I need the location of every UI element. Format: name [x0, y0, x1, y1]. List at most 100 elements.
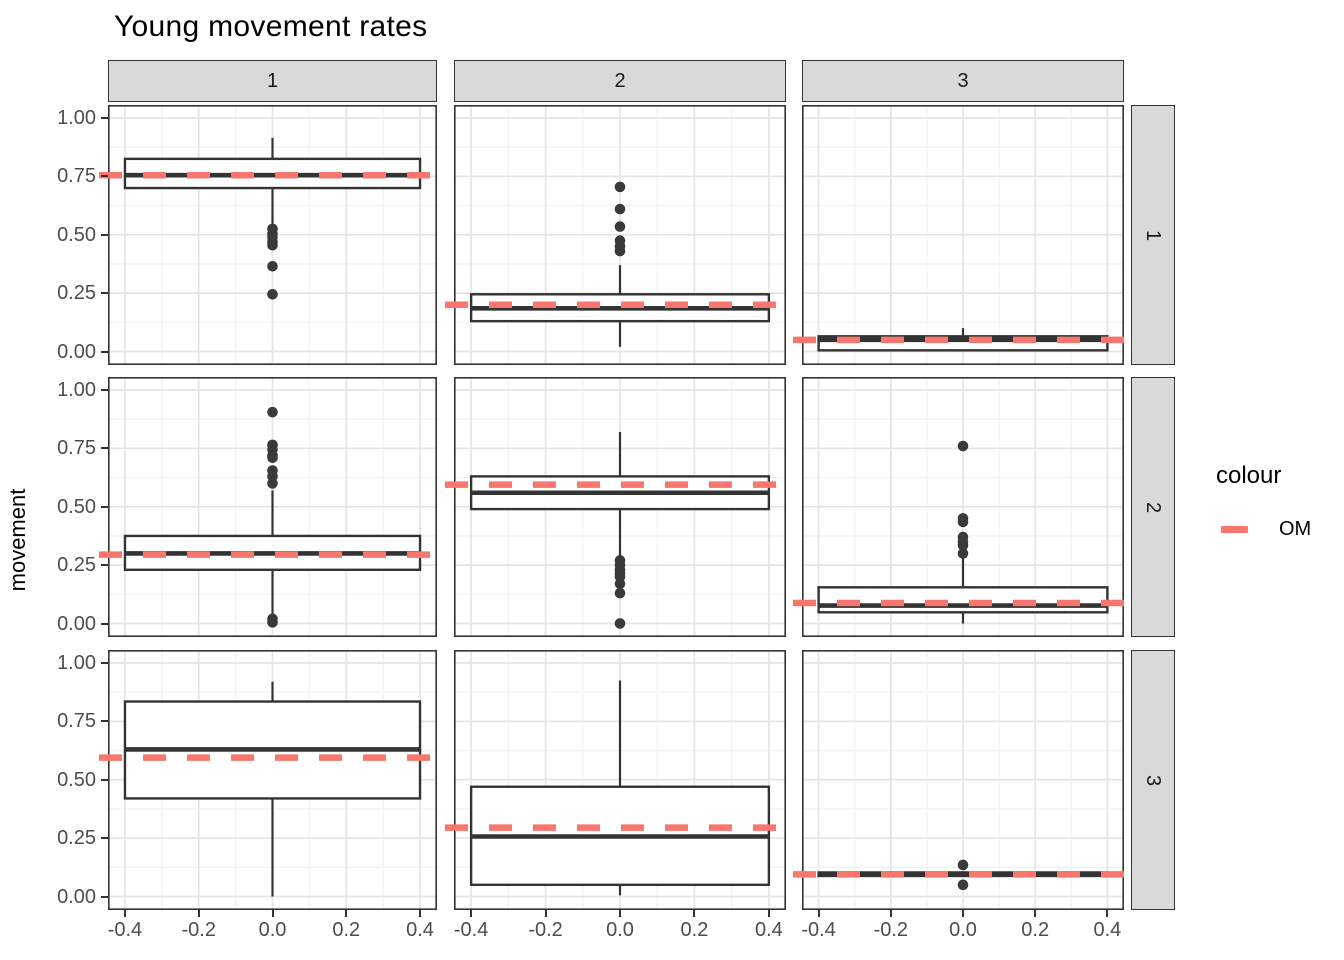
y-tick-mark — [101, 233, 108, 236]
x-tick-mark — [817, 910, 820, 917]
facet-col-strip-3: 3 — [802, 60, 1124, 102]
x-tick-mark — [1106, 910, 1109, 917]
facet-col-strip-2: 2 — [454, 60, 786, 102]
boxplot-svg-r2-c1 — [99, 377, 446, 637]
x-tick-label: -0.2 — [873, 919, 909, 941]
y-tick-mark — [101, 292, 108, 295]
y-tick-label: 0.25 — [57, 282, 96, 305]
outlier-point — [267, 478, 278, 489]
y-tick-label: 0.25 — [57, 554, 96, 577]
y-tick-mark — [101, 720, 108, 723]
outlier-point — [614, 221, 626, 232]
x-tick-mark — [419, 910, 422, 917]
x-tick-label: 0.2 — [332, 919, 361, 941]
x-tick-mark — [197, 910, 200, 917]
y-tick-mark — [101, 117, 108, 119]
x-tick-mark — [962, 910, 964, 917]
outlier-point — [614, 245, 626, 257]
boxplot-svg-r3-c3 — [793, 650, 1133, 910]
x-tick-mark — [123, 910, 126, 917]
outlier-point — [614, 587, 626, 599]
y-tick-mark — [101, 895, 108, 898]
facet-panel-r3-c2 — [445, 650, 795, 910]
y-tick-label: 0.00 — [57, 885, 96, 908]
y-tick-label: 1.00 — [57, 652, 96, 674]
outlier-point — [957, 859, 969, 871]
y-tick-mark — [101, 447, 108, 450]
y-tick-label: 1.00 — [57, 379, 96, 401]
facet-panel-r2-c1 — [99, 377, 446, 637]
y-tick-mark — [101, 837, 108, 840]
y-tick-mark — [101, 505, 108, 508]
y-tick-mark — [101, 389, 108, 391]
boxplot-svg-r2-c3 — [793, 377, 1133, 637]
x-tick-label: 0.4 — [406, 919, 434, 941]
boxplot-svg-r3-c1 — [99, 650, 446, 910]
x-tick-mark — [619, 910, 621, 917]
x-tick-label: 0.0 — [606, 919, 634, 941]
x-tick-label: 0.4 — [754, 919, 783, 941]
x-tick-label: 0.4 — [1093, 919, 1122, 941]
y-tick-label: 0.75 — [57, 437, 96, 460]
outlier-point — [267, 452, 278, 464]
x-tick-label: -0.4 — [801, 919, 836, 941]
x-tick-label: -0.2 — [181, 919, 216, 941]
x-tick-mark — [1034, 910, 1037, 917]
outlier-point — [957, 548, 969, 559]
facet-panel-r1-c3 — [793, 105, 1133, 365]
x-tick-label: -0.4 — [453, 919, 489, 941]
x-tick-label: 0.2 — [1021, 919, 1050, 941]
y-tick-label: 0.50 — [57, 495, 96, 518]
x-tick-mark — [544, 910, 547, 917]
y-axis-title: movement — [5, 488, 30, 592]
outlier-point — [957, 516, 969, 528]
outlier-point — [614, 578, 626, 590]
legend: colour OM — [1216, 462, 1311, 541]
x-tick-mark — [693, 910, 696, 917]
outlier-point — [957, 539, 969, 551]
x-tick-label: 0.2 — [680, 919, 709, 941]
y-tick-label: 0.50 — [57, 223, 96, 246]
legend-entry-om: OM — [1216, 518, 1311, 541]
boxplot-svg-r1-c1 — [99, 105, 446, 365]
boxplot-svg-r1-c3 — [793, 105, 1133, 365]
outlier-point — [614, 181, 626, 193]
om-dash-swatch — [1221, 526, 1248, 533]
facet-panel-r2-c3 — [793, 377, 1133, 637]
legend-title: colour — [1216, 462, 1282, 489]
facet-col-strip-1: 1 — [108, 60, 437, 102]
x-tick-mark — [271, 910, 274, 917]
x-tick-label: -0.4 — [107, 919, 143, 941]
facet-row-strip-1: 1 — [1131, 105, 1175, 365]
x-tick-label: -0.2 — [528, 919, 563, 941]
y-tick-mark — [101, 350, 108, 353]
facet-panel-r2-c2 — [445, 377, 795, 637]
x-tick-mark — [470, 910, 473, 917]
y-tick-label: 0.25 — [57, 827, 96, 850]
x-tick-mark — [345, 910, 348, 917]
outlier-point — [957, 440, 969, 452]
facet-panel-r3-c3 — [793, 650, 1133, 910]
y-tick-mark — [101, 778, 108, 781]
facet-panel-r3-c1 — [99, 650, 446, 910]
y-tick-mark — [101, 662, 108, 664]
boxplot-svg-r2-c2 — [445, 377, 795, 637]
x-tick-mark — [889, 910, 892, 917]
outlier-point — [267, 288, 278, 300]
x-tick-label: 0.0 — [949, 919, 977, 941]
facet-row-strip-2: 2 — [1131, 377, 1175, 637]
y-tick-mark — [101, 564, 108, 567]
facet-panel-r1-c2 — [445, 105, 795, 365]
y-tick-label: 0.75 — [57, 710, 96, 733]
boxplot-svg-r1-c2 — [445, 105, 795, 365]
boxplot-svg-r3-c2 — [445, 650, 795, 910]
y-tick-label: 0.00 — [57, 340, 96, 363]
outlier-point — [614, 618, 626, 629]
outlier-point — [267, 239, 278, 251]
legend-entry-label: OM — [1279, 518, 1312, 540]
outlier-point — [614, 203, 626, 215]
y-tick-label: 1.00 — [57, 107, 96, 129]
chart-title: Young movement rates — [114, 10, 428, 43]
facet-panel-r1-c1 — [99, 105, 446, 365]
